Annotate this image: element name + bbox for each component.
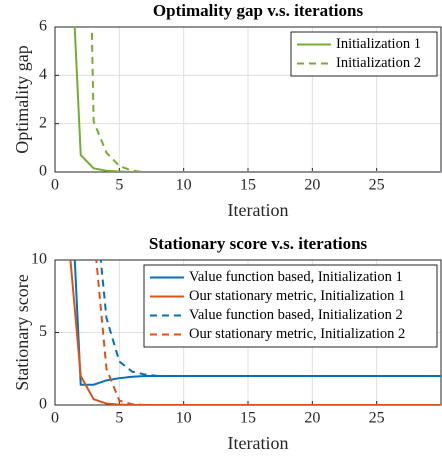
legend-label: Our stationary metric, Initialization 1 [189, 288, 405, 304]
plot-area [69, 260, 441, 405]
x-tick-label: 15 [240, 410, 256, 427]
y-tick-label: 0 [39, 163, 47, 180]
y-tick-label: 4 [39, 66, 47, 83]
y-axis-label: Optimality gap [12, 45, 32, 153]
series-line [69, 260, 441, 405]
plot-area [73, 27, 441, 172]
series-line [95, 260, 441, 405]
y-tick-label: 10 [31, 251, 47, 268]
x-tick-label: 0 [51, 410, 59, 427]
legend-label: Our stationary metric, Initialization 2 [189, 326, 405, 342]
x-tick-label: 20 [304, 177, 320, 194]
x-tick-label: 25 [369, 410, 385, 427]
x-axis-label: Iteration [228, 200, 289, 220]
y-axis-label: Stationary score [12, 274, 32, 390]
series-line [90, 27, 441, 172]
y-tick-label: 6 [39, 18, 47, 35]
chart-title: Optimality gap v.s. iterations [153, 1, 364, 20]
x-tick-label: 5 [115, 177, 123, 194]
x-tick-label: 25 [369, 177, 385, 194]
x-tick-label: 0 [51, 177, 59, 194]
legend-label: Value function based, Initialization 2 [189, 307, 403, 323]
legend-box [143, 264, 438, 348]
x-tick-label: 20 [304, 410, 320, 427]
x-tick-label: 15 [240, 177, 256, 194]
series-line [99, 260, 441, 377]
y-tick-label: 5 [39, 323, 47, 340]
x-tick-label: 10 [176, 410, 192, 427]
chart-title: Stationary score v.s. iterations [149, 234, 368, 253]
x-tick-label: 10 [176, 177, 192, 194]
legend-box [290, 31, 438, 77]
x-tick-label: 5 [115, 410, 123, 427]
y-tick-label: 2 [39, 114, 47, 131]
y-tick-label: 0 [39, 396, 47, 413]
legend-label: Initialization 2 [336, 55, 421, 71]
series-line [73, 27, 441, 172]
legend-label: Value function based, Initialization 1 [189, 269, 403, 285]
legend-label: Initialization 1 [336, 36, 421, 52]
x-axis-label: Iteration [228, 433, 289, 453]
